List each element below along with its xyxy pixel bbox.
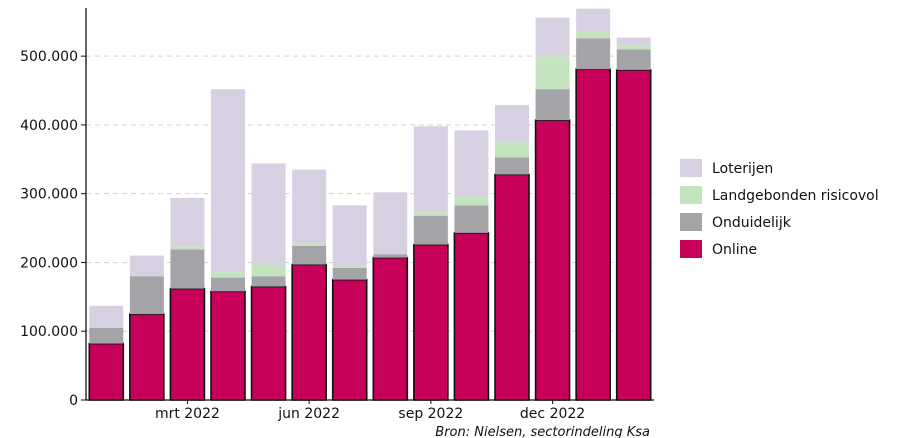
bar-landgebonden-risicovol [454, 196, 489, 206]
bar-onduidelijk [211, 277, 245, 292]
bar-loterijen [413, 126, 448, 213]
legend-label: Onduidelijk [712, 215, 792, 231]
bar-loterijen [332, 205, 367, 266]
legend-label: Online [712, 242, 757, 258]
bars [88, 8, 652, 401]
bar-onduidelijk [535, 89, 570, 121]
bar-online [413, 243, 449, 401]
bar-onduidelijk [251, 276, 286, 287]
bar-landgebonden-risicovol [211, 272, 245, 278]
bar-onduidelijk [373, 254, 408, 258]
bar-online [494, 173, 530, 401]
axes: 0 100.000 200.000 300.000 400.000 500.000 mrt … [20, 8, 654, 422]
bar-landgebonden-risicovol [576, 31, 611, 39]
bar-landgebonden-risicovol [535, 56, 570, 90]
bar-online [372, 256, 409, 401]
bar-landgebonden-risicovol [170, 247, 205, 250]
y-tick-label: 300.000 [20, 187, 78, 203]
bar-onduidelijk [413, 215, 448, 245]
bar-loterijen [129, 255, 164, 277]
bar-loterijen [251, 163, 286, 265]
bar-loterijen [576, 8, 611, 32]
bar-landgebonden-risicovol [332, 265, 367, 268]
x-tick-label: mrt 2022 [155, 406, 220, 422]
x-tick-label: jun 2022 [277, 406, 340, 422]
bar-onduidelijk [89, 327, 124, 344]
bar-loterijen [616, 37, 651, 46]
y-tick-label: 200.000 [20, 255, 78, 271]
bar-loterijen [495, 104, 529, 143]
bar-online [575, 68, 611, 401]
y-tick-label: 400.000 [20, 118, 78, 134]
bar-landgebonden-risicovol [292, 243, 327, 246]
source-label: Bron: Nielsen, sectorindeling Ksa [435, 425, 650, 438]
legend-swatch [680, 159, 702, 177]
bar-online [129, 313, 165, 401]
x-tick-label: sep 2022 [398, 406, 463, 422]
bar-loterijen [170, 197, 205, 248]
bar-landgebonden-risicovol [251, 264, 286, 277]
bar-online [534, 119, 571, 401]
bar-online [615, 69, 652, 401]
bar-onduidelijk [576, 38, 611, 70]
bar-online [331, 278, 368, 401]
bar-loterijen [89, 305, 124, 328]
bar-loterijen [373, 192, 408, 255]
legend-label: Loterijen [712, 161, 773, 177]
bar-onduidelijk [616, 49, 651, 70]
legend-swatch [680, 186, 702, 204]
legend-label: Landgebonden risicovol [712, 188, 879, 204]
y-tick-label: 0 [69, 393, 78, 409]
bar-online [88, 342, 125, 401]
bar-loterijen [211, 89, 245, 273]
bar-onduidelijk [332, 267, 367, 280]
bar-landgebonden-risicovol [616, 45, 651, 50]
bar-onduidelijk [292, 245, 327, 265]
bar-online [291, 263, 327, 401]
bar-loterijen [535, 17, 570, 57]
bar-online [250, 285, 287, 401]
bar-onduidelijk [495, 157, 529, 175]
bar-online [210, 290, 246, 401]
bar-onduidelijk [454, 205, 489, 233]
legend: Loterijen Landgebonden risicovol Onduideli… [680, 159, 879, 258]
bar-landgebonden-risicovol [413, 212, 448, 216]
legend-swatch [680, 213, 702, 231]
x-tick-label: dec 2022 [520, 406, 585, 422]
bar-online [169, 287, 206, 401]
bar-loterijen [454, 130, 489, 197]
bar-onduidelijk [170, 249, 205, 289]
legend-swatch [680, 240, 702, 258]
bar-online [453, 232, 490, 401]
bar-loterijen [292, 169, 327, 244]
y-tick-label: 100.000 [20, 324, 78, 340]
y-tick-label: 500.000 [20, 49, 78, 65]
bar-landgebonden-risicovol [495, 142, 529, 158]
bar-onduidelijk [129, 276, 164, 315]
